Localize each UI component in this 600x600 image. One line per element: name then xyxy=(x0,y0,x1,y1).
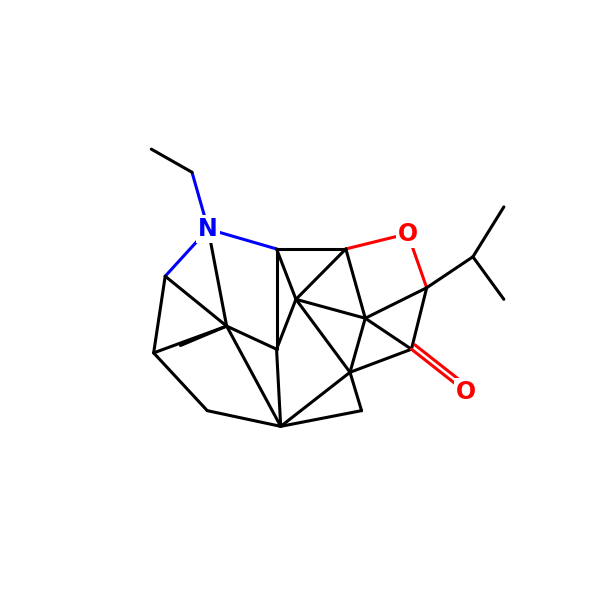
Text: O: O xyxy=(455,380,476,404)
Text: O: O xyxy=(398,221,418,246)
Text: N: N xyxy=(198,217,218,241)
